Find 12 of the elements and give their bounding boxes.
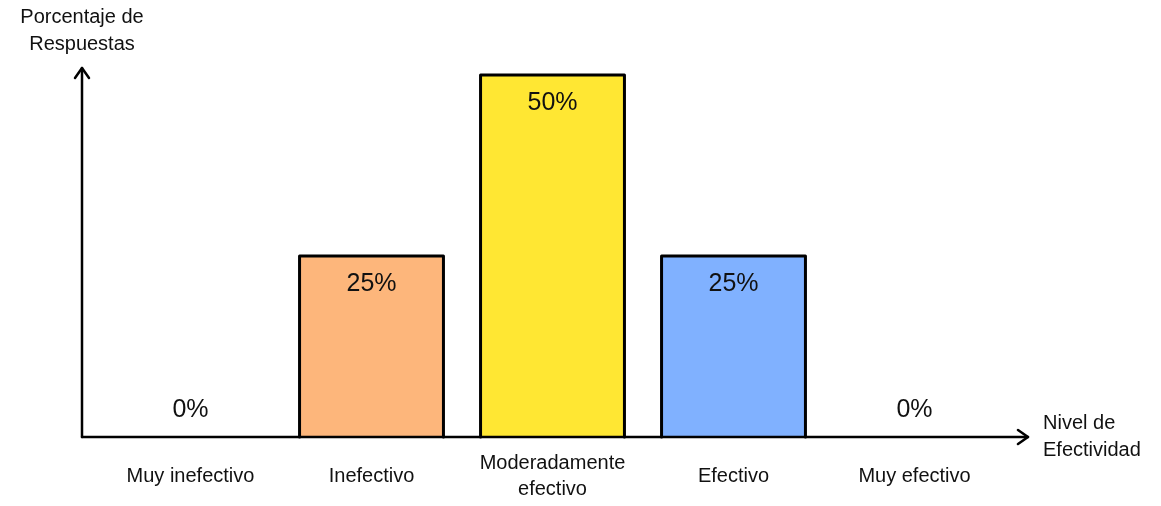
x-tick-label: Inefectivo <box>328 463 415 486</box>
data-label: 0% <box>896 393 933 422</box>
x-tick-label: Muy inefectivo <box>126 463 255 486</box>
x-tick-label: Muy efectivo <box>858 463 971 486</box>
data-label: 25% <box>346 267 397 296</box>
data-label: 0% <box>172 393 209 422</box>
data-label: 50% <box>527 86 578 115</box>
y-axis-title: Porcentaje de Respuestas <box>20 4 144 54</box>
x-axis-title: Nivel de Efectividad <box>1043 411 1141 461</box>
data-label: 25% <box>708 267 759 296</box>
x-tick-label: Moderadamente efectivo <box>479 450 626 499</box>
x-tick-label: Efectivo <box>697 463 770 486</box>
